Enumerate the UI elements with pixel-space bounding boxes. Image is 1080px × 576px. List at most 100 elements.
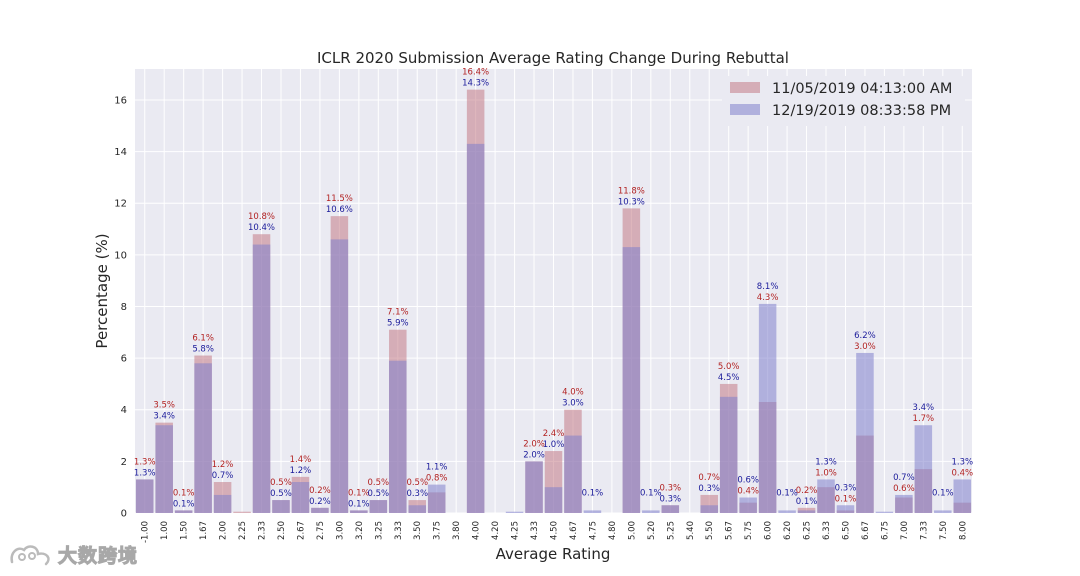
bar-label-series-2: 0.1% — [932, 488, 954, 498]
x-tick-label: 8.00 — [958, 521, 968, 540]
bar-label-series-2: 1.3% — [815, 457, 837, 467]
bar-series-2 — [895, 494, 913, 513]
logo-icon — [10, 544, 50, 565]
bar-series-2 — [836, 505, 855, 513]
bar-label-series-1: 0.2% — [309, 486, 331, 496]
bar-label-series-2: 4.5% — [718, 373, 740, 383]
bar-label-series-1: 4.3% — [757, 293, 779, 303]
x-tick-label: 2.75 — [316, 521, 326, 540]
bar-label-series-2: 0.2% — [309, 497, 331, 507]
bar-label-series-2: 3.4% — [153, 412, 175, 422]
y-tick-label: 12 — [114, 199, 127, 210]
legend-swatch-series-2 — [730, 104, 760, 115]
bar-series-2 — [252, 244, 271, 513]
bar-series-2 — [583, 510, 602, 513]
bar-series-2 — [797, 510, 816, 513]
bar-label-series-1: 0.4% — [737, 487, 759, 497]
bar-label-series-1: 3.5% — [153, 401, 175, 411]
legend-swatch-series-1 — [730, 82, 760, 93]
x-tick-label: 4.25 — [511, 521, 521, 540]
bar-label-series-2: 10.3% — [618, 197, 645, 207]
x-tick-label: 7.33 — [919, 521, 929, 540]
x-tick-label: 2.33 — [258, 521, 268, 540]
bar-label-series-2: 3.4% — [913, 403, 935, 413]
bar-label-series-1: 4.0% — [562, 388, 584, 398]
bar-label-series-2: 0.5% — [368, 489, 390, 499]
x-tick-label: 6.00 — [764, 521, 774, 540]
x-tick-label: 4.80 — [608, 521, 618, 540]
x-tick-label: 1.50 — [180, 521, 190, 540]
x-tick-label: 2.67 — [296, 521, 306, 540]
bar-label-series-2: 10.4% — [248, 223, 275, 233]
x-tick-label: 4.00 — [472, 521, 482, 540]
y-tick-label: 0 — [121, 509, 127, 520]
x-tick-label: 4.75 — [588, 521, 598, 540]
y-tick-label: 4 — [121, 405, 127, 416]
x-tick-label: 4.67 — [569, 521, 579, 540]
bar-series-2 — [817, 479, 835, 513]
bar-series-1 — [233, 511, 251, 513]
x-tick-label: 6.20 — [783, 521, 793, 540]
y-tick-label: 6 — [121, 354, 127, 365]
bar-series-2 — [213, 494, 232, 513]
y-tick-label: 10 — [114, 250, 127, 261]
bar-label-series-2: 0.5% — [270, 489, 292, 499]
x-tick-label: 3.75 — [433, 521, 443, 540]
bar-label-series-1: 2.4% — [543, 429, 565, 439]
bar-series-2 — [135, 479, 154, 513]
bar-label-series-2: 5.8% — [192, 345, 214, 355]
watermark-text: 大数跨境 — [57, 545, 139, 568]
bar-series-2 — [291, 482, 310, 513]
bar-label-series-2: 0.3% — [835, 483, 857, 493]
x-tick-label: 2.25 — [238, 521, 248, 540]
bar-label-series-2: 10.6% — [326, 205, 353, 215]
bar-series-2 — [934, 510, 952, 513]
bar-series-2 — [953, 479, 972, 513]
bar-label-group: 1.3%1.3%3.5%3.4%0.1%0.1%6.1%5.8%1.2%0.7%… — [134, 68, 973, 510]
bar-series-2 — [564, 435, 582, 513]
y-tick-label: 16 — [114, 95, 127, 106]
x-tick-label: 5.20 — [647, 521, 657, 540]
x-tick-label: 3.20 — [355, 521, 365, 540]
bar-group — [135, 89, 972, 514]
bar-label-series-1: 1.0% — [815, 468, 837, 478]
watermark: 大数跨境 — [8, 541, 138, 568]
bar-label-series-1: 0.1% — [835, 494, 857, 504]
bar-series-2 — [174, 510, 193, 513]
bar-label-series-1: 0.1% — [348, 488, 370, 498]
bar-label-series-2: 1.3% — [951, 457, 973, 467]
bar-label-series-1: 1.4% — [290, 455, 312, 465]
x-tick-label: 5.40 — [686, 521, 696, 540]
bar-label-series-1: 1.3% — [134, 457, 156, 467]
bar-label-series-2: 14.3% — [462, 79, 489, 89]
bar-label-series-2: 1.3% — [134, 468, 156, 478]
bar-label-series-2: 6.2% — [854, 331, 876, 341]
bar-series-2 — [875, 511, 894, 513]
bar-series-2 — [856, 352, 874, 513]
bar-label-series-1: 0.3% — [659, 483, 681, 493]
bar-series-2 — [350, 510, 368, 513]
x-tick-label: 4.20 — [491, 521, 501, 540]
bar-series-2 — [155, 425, 173, 513]
x-tick-label: 6.67 — [861, 521, 871, 540]
bar-label-series-2: 0.3% — [406, 489, 428, 499]
bar-label-series-1: 1.7% — [913, 414, 935, 424]
chart-title: ICLR 2020 Submission Average Rating Chan… — [317, 49, 789, 67]
x-tick-label: 1.00 — [160, 521, 170, 540]
bar-series-2 — [758, 303, 777, 513]
y-tick-label: 14 — [114, 147, 127, 158]
bar-series-2 — [914, 425, 933, 513]
bar-series-2 — [700, 505, 718, 513]
bar-label-series-2: 1.1% — [426, 463, 448, 473]
bar-label-series-2: 0.1% — [173, 499, 195, 509]
x-axis-ticks: -1.00 1.00 1.50 1.67 2.00 2.25 2.33 2.50 2.67 2.7… — [141, 521, 969, 543]
bar-label-series-2: 5.9% — [387, 319, 409, 329]
bar-label-series-1: 1.2% — [212, 460, 234, 470]
x-tick-label: 3.33 — [394, 521, 404, 540]
bar-label-series-1: 2.0% — [523, 439, 545, 449]
bar-label-series-1: 0.8% — [426, 474, 448, 484]
bar-series-2 — [330, 239, 349, 514]
x-tick-label: 5.00 — [627, 521, 637, 540]
bar-label-series-1: 0.4% — [951, 468, 973, 478]
